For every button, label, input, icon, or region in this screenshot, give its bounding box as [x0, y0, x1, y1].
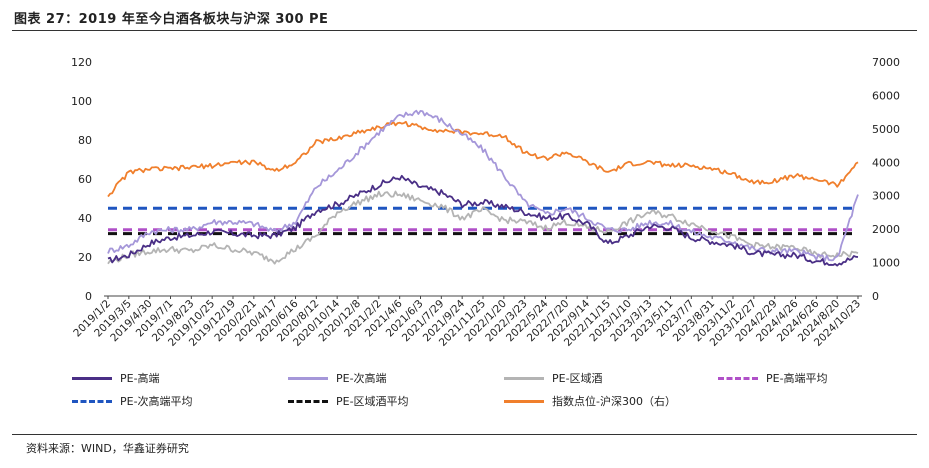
y-left-tick-label: 80	[78, 134, 92, 147]
y-left-tick-label: 100	[71, 95, 92, 108]
y-right-tick-label: 6000	[872, 89, 900, 102]
y-left-tick-label: 120	[71, 56, 92, 69]
series-line-0	[107, 174, 859, 267]
source-note: 资料来源：WIND，华鑫证券研究	[26, 442, 189, 455]
y-left-tick-label: 0	[85, 290, 92, 303]
y-left-tick-label: 40	[78, 212, 92, 225]
series-line-6	[107, 120, 859, 198]
y-right-tick-label: 0	[872, 290, 879, 303]
series-line-2	[107, 190, 859, 265]
y-right-tick-label: 5000	[872, 123, 900, 136]
y-left-tick-label: 60	[78, 173, 92, 186]
top-rule	[12, 30, 917, 31]
y-right-tick-label: 2000	[872, 223, 900, 236]
y-right-tick-label: 1000	[872, 257, 900, 270]
series-line-1	[107, 109, 859, 262]
y-right-tick-label: 4000	[872, 156, 900, 169]
figure-title: 图表 27：2019 年至今白酒各板块与沪深 300 PE	[14, 12, 329, 27]
y-right-tick-label: 7000	[872, 56, 900, 69]
y-right-tick-label: 3000	[872, 190, 900, 203]
bottom-rule	[12, 434, 917, 435]
chart-axes: 0 20 40 60 80 100 120 0 1000 2000 3000 4000 5000 6000…	[71, 56, 900, 349]
y-left-tick-label: 20	[78, 251, 92, 264]
series-layer	[107, 109, 859, 267]
